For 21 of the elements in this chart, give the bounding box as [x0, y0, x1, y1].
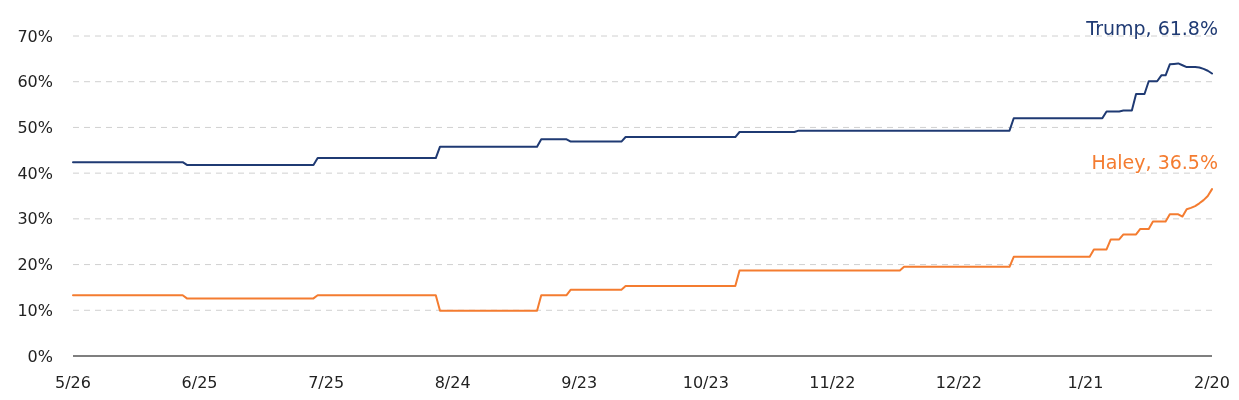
- y-tick-label: 50%: [17, 118, 53, 138]
- x-tick-label: 1/21: [1067, 373, 1104, 392]
- y-tick-label: 0%: [27, 346, 53, 366]
- x-tick-label: 8/24: [434, 373, 471, 392]
- x-tick-label: 5/26: [55, 373, 91, 392]
- x-tick-label: 12/22: [935, 373, 982, 392]
- x-tick-label: 6/25: [181, 373, 218, 392]
- y-tick-label: 30%: [17, 209, 53, 229]
- y-tick-label: 70%: [17, 26, 53, 46]
- annotation: Haley, 36.5%: [1091, 151, 1218, 174]
- y-tick-label: 10%: [17, 300, 53, 320]
- x-tick-label: 9/23: [561, 373, 598, 392]
- y-tick-label: 60%: [17, 72, 53, 92]
- y-tick-label: 20%: [17, 255, 53, 275]
- line-series: [72, 188, 1213, 312]
- x-tick-label: 11/22: [809, 373, 856, 392]
- annotation: Trump, 61.8%: [1085, 16, 1218, 39]
- y-tick-label: 40%: [17, 163, 53, 183]
- x-tick-label: 2/20: [1194, 373, 1230, 392]
- x-tick-label: 7/25: [308, 373, 345, 392]
- x-tick-label: 10/23: [682, 373, 729, 392]
